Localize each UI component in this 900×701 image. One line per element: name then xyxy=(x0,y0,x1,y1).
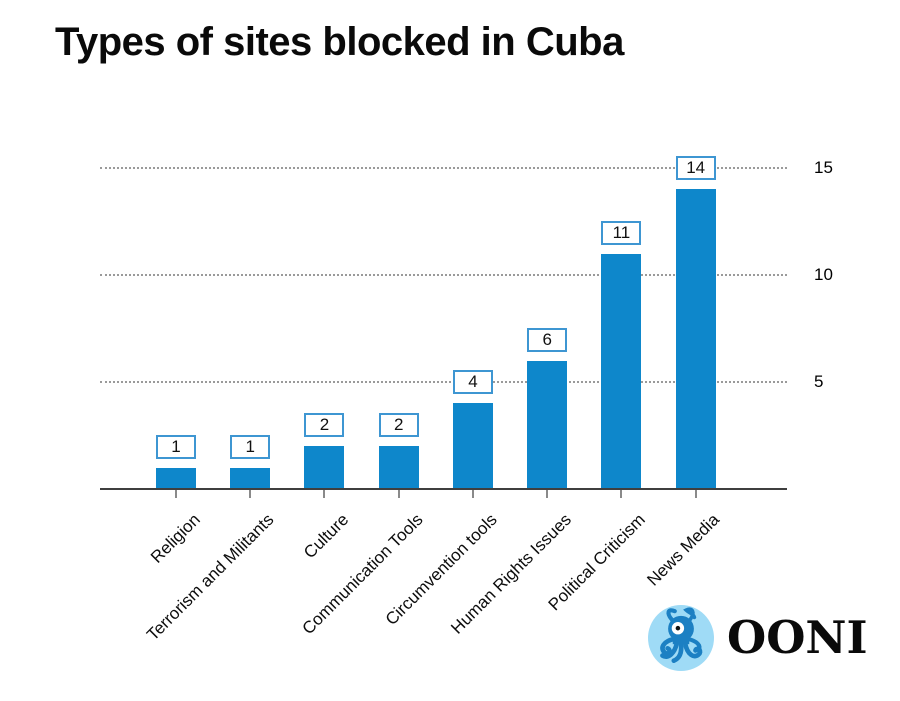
x-tick xyxy=(471,489,474,498)
chart-title: Types of sites blocked in Cuba xyxy=(55,20,624,64)
gridline xyxy=(100,381,787,383)
bar-value-label: 4 xyxy=(452,370,493,395)
bar-value-label: 1 xyxy=(230,434,271,459)
bar xyxy=(601,253,642,489)
x-category-label: Religion xyxy=(146,510,204,567)
x-category-label: Culture xyxy=(299,510,352,563)
x-tick xyxy=(323,489,326,498)
bar-value-label: 11 xyxy=(601,220,642,245)
y-tick-label: 5 xyxy=(814,372,824,391)
bar xyxy=(675,189,716,489)
bar xyxy=(452,403,493,489)
x-tick xyxy=(249,489,252,498)
bar-value-label: 1 xyxy=(156,434,196,459)
bar xyxy=(304,446,345,489)
x-tick xyxy=(175,489,177,498)
gridline xyxy=(100,274,787,276)
x-category-label: Terrorism and Militants xyxy=(143,510,278,645)
logo-wordmark: OONI xyxy=(727,611,868,664)
bar-value-label: 2 xyxy=(378,413,419,438)
x-tick xyxy=(620,489,623,498)
x-tick xyxy=(694,489,697,498)
octopus-icon xyxy=(648,605,714,671)
y-tick-label: 15 xyxy=(814,158,833,177)
x-tick xyxy=(546,489,549,498)
gridline xyxy=(100,167,787,169)
bar xyxy=(527,360,568,489)
x-tick xyxy=(397,489,400,498)
y-tick-label: 10 xyxy=(814,265,833,284)
bar xyxy=(230,467,271,489)
bar xyxy=(378,446,419,489)
bar-value-label: 2 xyxy=(304,413,345,438)
bar-value-label: 6 xyxy=(527,327,568,352)
bar-value-label: 14 xyxy=(675,156,716,181)
ooni-logo: OONI xyxy=(648,605,868,671)
x-axis-line xyxy=(100,488,787,490)
x-category-label: News Media xyxy=(643,510,724,590)
bar xyxy=(156,467,196,489)
x-category-label: Communication Tools xyxy=(298,510,427,639)
